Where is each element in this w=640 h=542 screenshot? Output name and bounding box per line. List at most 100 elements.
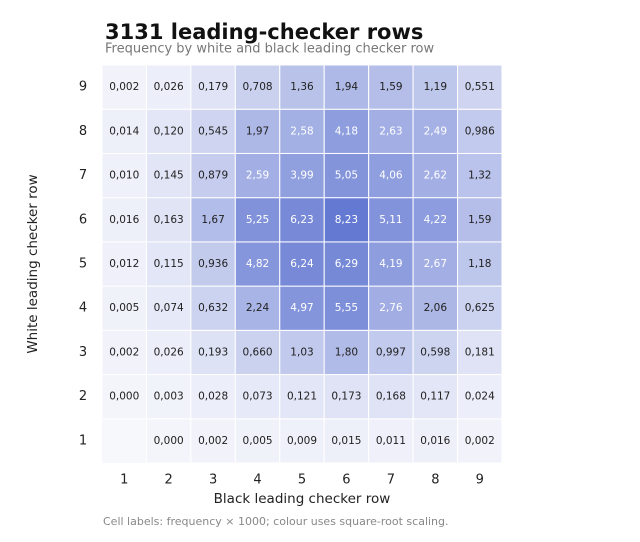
cell-label: 0,936 (198, 258, 228, 270)
cell-label: 0,015 (331, 435, 361, 447)
cell-label: 0,003 (154, 391, 184, 403)
cell-label: 1,18 (468, 258, 491, 270)
cell-label: 1,32 (468, 170, 491, 182)
heatmap-cell (145, 197, 192, 243)
heatmap-cell (457, 64, 503, 110)
cell-label: 1,59 (468, 214, 491, 226)
cell-label: 2,62 (424, 170, 447, 182)
cell-label: 3,99 (290, 170, 313, 182)
heatmap-cell (412, 64, 459, 110)
heatmap-cell (101, 108, 147, 154)
cell-label: 1,36 (290, 81, 314, 93)
cell-label: 6,24 (290, 258, 314, 270)
heatmap-cell (279, 64, 325, 110)
heatmap-cell (279, 285, 325, 331)
y-tick-label: 9 (79, 80, 87, 95)
cell-label: 1,59 (379, 81, 402, 93)
heatmap-cell (323, 108, 370, 154)
heatmap-cell (323, 197, 370, 243)
x-tick-label: 9 (476, 473, 484, 488)
cell-label: 2,58 (290, 125, 313, 137)
cell-label: 2,63 (379, 125, 402, 137)
y-tick-label: 2 (79, 389, 87, 404)
cell-label: 0,879 (198, 170, 228, 182)
cell-label: 1,03 (290, 346, 313, 358)
cell-label: 0,708 (243, 81, 273, 93)
heatmap-cell (145, 241, 192, 287)
heatmap-cell (457, 108, 503, 154)
cell-label: 0,014 (109, 125, 139, 137)
heatmap-cell (234, 152, 281, 199)
cell-label: 4,06 (379, 170, 403, 182)
cell-label: 5,11 (379, 214, 402, 226)
heatmap-cell (234, 108, 281, 154)
cell-label: 0,016 (420, 435, 450, 447)
cell-label: 0,002 (465, 435, 495, 447)
heatmap-cell (457, 374, 503, 420)
heatmap-cell (190, 285, 236, 331)
chart-note: Cell labels: frequency × 1000; colour us… (103, 515, 449, 528)
heatmap-cell (368, 108, 414, 154)
cell-label: 0,073 (243, 391, 273, 403)
heatmap-cell (368, 374, 414, 420)
cell-label: 4,19 (379, 258, 402, 270)
cell-label: 0,026 (154, 81, 184, 93)
cell-label: 0,551 (465, 81, 495, 93)
heatmap-cell (145, 329, 192, 376)
cell-label: 0,660 (243, 346, 273, 358)
x-tick-label: 8 (431, 473, 439, 488)
cell-label: 0,002 (109, 346, 139, 358)
heatmap-cell (234, 374, 281, 420)
heatmap-cell (101, 329, 147, 376)
y-tick-label: 3 (79, 345, 87, 360)
cell-label: 0,598 (420, 346, 450, 358)
heatmap-cell (368, 64, 414, 110)
cell-label: 0,011 (376, 435, 406, 447)
heatmap-cell (368, 152, 414, 199)
heatmap-cell (190, 241, 236, 287)
chart-title: 3131 leading-checker rows (105, 20, 423, 44)
cell-label: 0,179 (198, 81, 228, 93)
cell-label: 4,22 (424, 214, 447, 226)
cell-label: 6,29 (335, 258, 358, 270)
x-tick-label: 2 (165, 473, 173, 488)
cell-label: 0,028 (198, 391, 228, 403)
cell-label: 4,97 (290, 302, 313, 314)
heatmap-cell (279, 329, 325, 376)
cell-label: 0,000 (109, 391, 139, 403)
cell-label: 0,026 (154, 346, 184, 358)
cell-label: 0,024 (465, 391, 495, 403)
heatmap-cell (234, 197, 281, 243)
cell-label: 2,49 (424, 125, 447, 137)
y-tick-label: 8 (79, 124, 87, 139)
chart-subtitle: Frequency by white and black leading che… (105, 42, 434, 57)
heatmap-cell (457, 241, 503, 287)
heatmap-cell (457, 197, 503, 243)
heatmap-cell (412, 197, 459, 243)
heatmap-cell (145, 64, 192, 110)
cell-label: 0,005 (243, 435, 273, 447)
cell-label: 1,97 (246, 125, 269, 137)
y-tick-label: 1 (79, 433, 87, 448)
x-tick-label: 4 (253, 473, 261, 488)
cell-label: 0,173 (331, 391, 361, 403)
heatmap-cell (457, 285, 503, 331)
heatmap-cell (190, 197, 236, 243)
x-tick-label: 1 (120, 473, 128, 488)
cell-label: 4,18 (335, 125, 358, 137)
cell-label: 2,24 (246, 302, 270, 314)
cell-label: 0,163 (154, 214, 184, 226)
cell-label: 0,193 (198, 346, 228, 358)
cell-label: 0,000 (154, 435, 184, 447)
heatmap-cell (101, 64, 147, 110)
cell-label: 1,19 (424, 81, 447, 93)
heatmap-cell (279, 418, 325, 464)
x-axis-label: Black leading checker row (214, 491, 391, 507)
cell-label: 0,145 (154, 170, 184, 182)
y-tick-label: 5 (79, 257, 87, 272)
cell-label: 0,012 (109, 258, 139, 270)
heatmap-cell (368, 329, 414, 376)
cell-label: 0,625 (465, 302, 495, 314)
cell-label: 0,117 (420, 391, 450, 403)
